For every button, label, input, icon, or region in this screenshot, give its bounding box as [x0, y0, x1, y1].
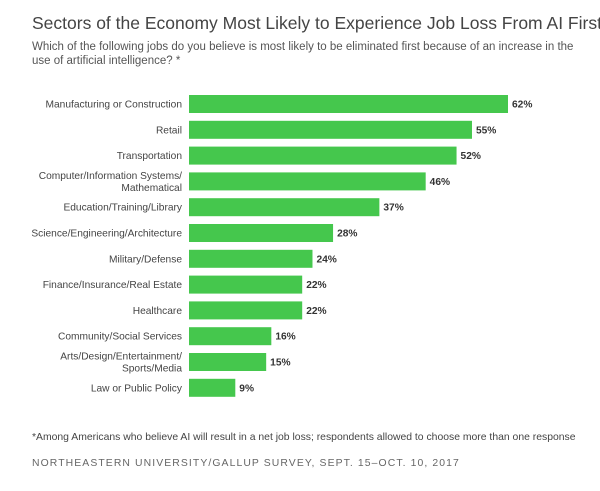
category-label: Military/Defense: [109, 254, 182, 265]
footnote: *Among Americans who believe AI will res…: [32, 432, 576, 443]
category-label: Transportation: [117, 151, 182, 162]
value-label: 16%: [275, 332, 295, 343]
category-label: Finance/Insurance/Real Estate: [43, 280, 183, 291]
value-label: 28%: [337, 229, 357, 240]
bar: [189, 146, 457, 165]
category-label: Computer/Information Systems/Mathematica…: [39, 171, 182, 194]
value-label: 37%: [383, 203, 403, 214]
value-label: 46%: [430, 177, 450, 188]
value-label: 9%: [239, 383, 254, 394]
bar: [189, 172, 426, 191]
bar: [189, 327, 272, 346]
bar: [189, 198, 380, 217]
bar: [189, 378, 236, 397]
value-label: 22%: [306, 306, 326, 317]
bar: [189, 224, 334, 242]
bar: [189, 353, 267, 371]
value-label: 24%: [316, 254, 336, 265]
category-label: Arts/Design/Entertainment/Sports/Media: [60, 352, 182, 375]
category-label: Manufacturing or Construction: [46, 100, 182, 111]
value-label: 55%: [476, 125, 496, 136]
bar: [189, 120, 472, 139]
category-label: Science/Engineering/Architecture: [31, 229, 182, 240]
category-label: Retail: [156, 125, 182, 136]
value-label: 15%: [270, 358, 290, 369]
chart-title: Sectors of the Economy Most Likely to Ex…: [32, 13, 600, 33]
bar: [189, 249, 313, 268]
category-label: Healthcare: [133, 306, 183, 317]
category-label: Law or Public Policy: [91, 383, 183, 394]
category-label: Community/Social Services: [58, 332, 182, 343]
value-label: 62%: [512, 100, 532, 111]
bar: [189, 95, 508, 113]
source-note: NORTHEASTERN UNIVERSITY/GALLUP SURVEY, S…: [32, 458, 460, 469]
category-label: Education/Training/Library: [63, 203, 182, 214]
bar: [189, 275, 303, 294]
chart-subtitle: Which of the following jobs do you belie…: [32, 41, 574, 67]
bar: [189, 301, 303, 320]
value-label: 22%: [306, 280, 326, 291]
bar-chart: 62% Manufacturing or Construction 55% Retai…: [31, 95, 532, 397]
value-label: 52%: [461, 151, 481, 162]
